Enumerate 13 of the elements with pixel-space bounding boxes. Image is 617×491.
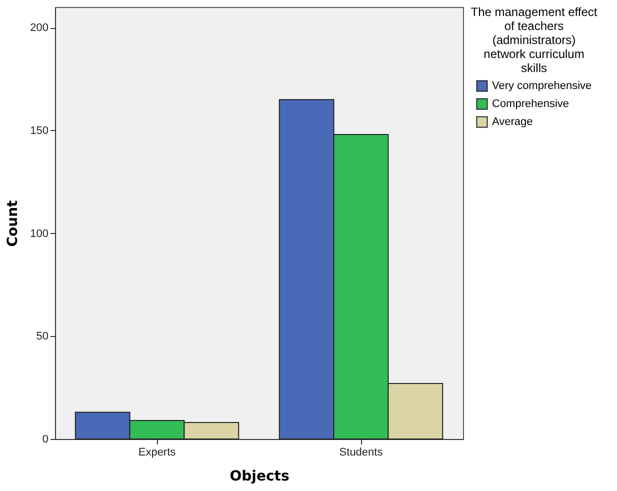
- y-tick-label: 0: [42, 434, 48, 446]
- x-axis-title: Objects: [230, 468, 290, 484]
- legend-label: Average: [492, 116, 533, 128]
- legend-title: The management effect of teachers (administrators) network curriculum skills: [470, 5, 598, 75]
- x-tick-label: Students: [339, 446, 384, 458]
- y-axis-title: Count: [5, 200, 22, 247]
- legend-label: Comprehensive: [492, 98, 570, 110]
- legend-label: Very comprehensive: [492, 80, 592, 92]
- y-tick-label: 150: [30, 124, 48, 137]
- y-tick-label: 200: [30, 22, 48, 34]
- x-tick-label: Experts: [138, 446, 176, 458]
- y-tick-label: 50: [36, 330, 48, 343]
- y-tick-label: 100: [30, 228, 48, 240]
